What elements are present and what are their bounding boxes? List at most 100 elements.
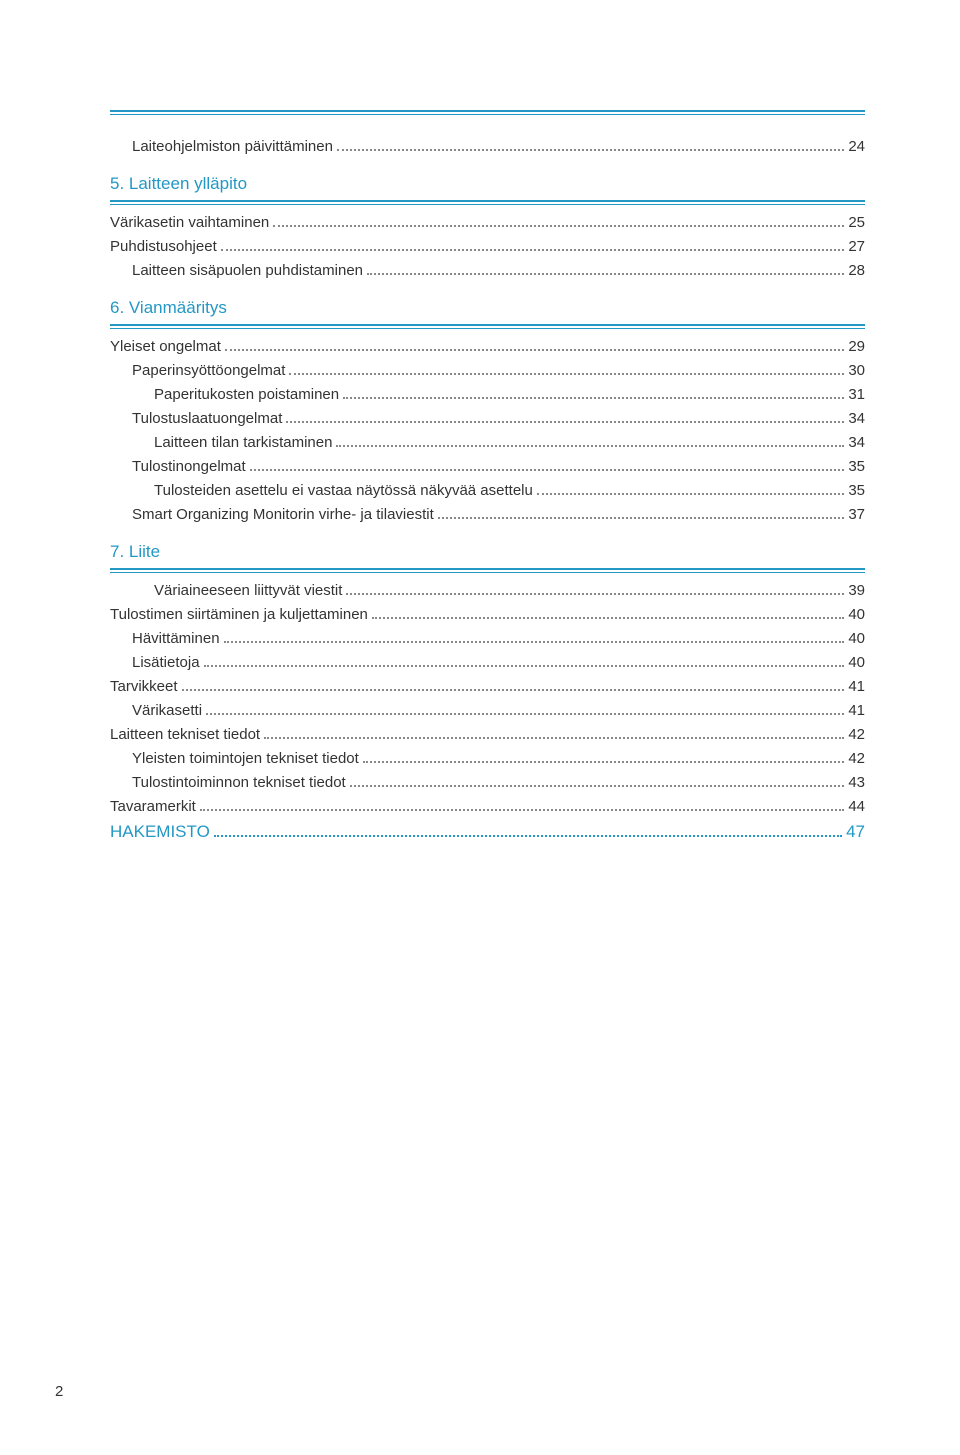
toc-dots: [438, 516, 845, 519]
toc-entry: Paperitukosten poistaminen 31: [110, 387, 865, 402]
toc-entry-label: Laitteen sisäpuolen puhdistaminen: [132, 263, 363, 278]
toc-entry-page: 35: [848, 459, 865, 474]
toc-entry-label: Tavaramerkit: [110, 799, 196, 814]
toc-entry-label: Väriaineeseen liittyvät viestit: [154, 583, 342, 598]
toc-dots: [350, 784, 845, 787]
toc-dots: [337, 148, 844, 151]
toc-entry-page: 40: [848, 631, 865, 646]
toc-dots: [224, 640, 845, 643]
section-rule-thick: [110, 200, 865, 202]
toc-entry-page: 40: [848, 655, 865, 670]
toc-dots: [372, 616, 844, 619]
toc-entry-page: 28: [848, 263, 865, 278]
toc-entry-label: Värikasetin vaihtaminen: [110, 215, 269, 230]
toc-entry-page: 41: [848, 679, 865, 694]
toc-entry-page: 41: [848, 703, 865, 718]
toc-index-entry: HAKEMISTO 47: [110, 823, 865, 840]
page-top-rule-thin: [110, 114, 865, 115]
toc-entry: Värikasetti 41: [110, 703, 865, 718]
toc-entry-label: Paperinsyöttöongelmat: [132, 363, 285, 378]
toc-entry-page: 39: [848, 583, 865, 598]
section-rule-thin: [110, 572, 865, 573]
toc-dots: [182, 688, 845, 691]
toc-entry: Puhdistusohjeet 27: [110, 239, 865, 254]
toc-dots: [537, 492, 844, 495]
toc-entry-page: 47: [846, 823, 865, 840]
section-rule-thick: [110, 568, 865, 570]
toc-section-heading-7: 7. Liite: [110, 542, 865, 562]
toc-entry: Yleiset ongelmat 29: [110, 339, 865, 354]
toc-entry-label: Tulostintoiminnon tekniset tiedot: [132, 775, 346, 790]
toc-dots: [286, 420, 844, 423]
toc-dots: [273, 224, 844, 227]
toc-dots: [221, 248, 845, 251]
toc-dots: [264, 736, 844, 739]
toc-entry-label: Laitteen tilan tarkistaminen: [154, 435, 332, 450]
toc-entry: Laiteohjelmiston päivittäminen 24: [110, 139, 865, 154]
toc-entry: Tulostuslaatuongelmat 34: [110, 411, 865, 426]
toc-dots: [200, 808, 844, 811]
toc-entry-label: Tulostimen siirtäminen ja kuljettaminen: [110, 607, 368, 622]
toc-entry: Laitteen sisäpuolen puhdistaminen 28: [110, 263, 865, 278]
toc-dots: [225, 348, 844, 351]
toc-entry: Tulostimen siirtäminen ja kuljettaminen …: [110, 607, 865, 622]
toc-entry-label: Yleiset ongelmat: [110, 339, 221, 354]
toc-entry-page: 42: [848, 751, 865, 766]
toc-dots: [336, 444, 844, 447]
toc-entry-page: 24: [848, 139, 865, 154]
toc-entry: Lisätietoja 40: [110, 655, 865, 670]
toc-body: Laiteohjelmiston päivittäminen 24 5. Lai…: [110, 139, 865, 840]
page-top-rule-thick: [110, 110, 865, 112]
toc-entry: Tarvikkeet 41: [110, 679, 865, 694]
toc-entry-label: Puhdistusohjeet: [110, 239, 217, 254]
toc-entry-label: Tarvikkeet: [110, 679, 178, 694]
toc-entry: Paperinsyöttöongelmat 30: [110, 363, 865, 378]
toc-entry-label: Yleisten toimintojen tekniset tiedot: [132, 751, 359, 766]
toc-entry: Tulosteiden asettelu ei vastaa näytössä …: [110, 483, 865, 498]
toc-entry-page: 31: [848, 387, 865, 402]
toc-entry-label: Laiteohjelmiston päivittäminen: [132, 139, 333, 154]
toc-entry: Yleisten toimintojen tekniset tiedot 42: [110, 751, 865, 766]
toc-entry-label: Laitteen tekniset tiedot: [110, 727, 260, 742]
toc-entry-page: 34: [848, 435, 865, 450]
toc-entry-label: Lisätietoja: [132, 655, 200, 670]
toc-entry-page: 30: [848, 363, 865, 378]
toc-entry-page: 29: [848, 339, 865, 354]
section-rule-thin: [110, 204, 865, 205]
toc-dots: [250, 468, 845, 471]
toc-dots: [367, 272, 844, 275]
toc-section-heading-6: 6. Vianmääritys: [110, 298, 865, 318]
toc-entry: Smart Organizing Monitorin virhe- ja til…: [110, 507, 865, 522]
section-rule-thick: [110, 324, 865, 326]
toc-dots: [363, 760, 845, 763]
toc-entry-page: 40: [848, 607, 865, 622]
toc-entry-label: Paperitukosten poistaminen: [154, 387, 339, 402]
toc-entry-label: Tulostuslaatuongelmat: [132, 411, 282, 426]
toc-entry: Tulostintoiminnon tekniset tiedot 43: [110, 775, 865, 790]
section-rule-thin: [110, 328, 865, 329]
toc-section-heading-5: 5. Laitteen ylläpito: [110, 174, 865, 194]
toc-entry-page: 25: [848, 215, 865, 230]
toc-entry-label: Tulostinongelmat: [132, 459, 246, 474]
toc-entry-page: 43: [848, 775, 865, 790]
toc-dots: [346, 592, 844, 595]
toc-entry: Tulostinongelmat 35: [110, 459, 865, 474]
toc-entry: Laitteen tekniset tiedot 42: [110, 727, 865, 742]
toc-dots: [206, 712, 844, 715]
toc-entry-label: Smart Organizing Monitorin virhe- ja til…: [132, 507, 434, 522]
toc-entry-label: Hävittäminen: [132, 631, 220, 646]
toc-entry-page: 34: [848, 411, 865, 426]
toc-entry: Hävittäminen 40: [110, 631, 865, 646]
toc-entry-label: HAKEMISTO: [110, 823, 210, 840]
toc-entry: Värikasetin vaihtaminen 25: [110, 215, 865, 230]
toc-dots: [214, 834, 842, 837]
toc-entry-page: 27: [848, 239, 865, 254]
toc-entry-page: 42: [848, 727, 865, 742]
toc-entry-page: 44: [848, 799, 865, 814]
toc-entry: Väriaineeseen liittyvät viestit 39: [110, 583, 865, 598]
toc-entry-label: Tulosteiden asettelu ei vastaa näytössä …: [154, 483, 533, 498]
toc-page: Laiteohjelmiston päivittäminen 24 5. Lai…: [0, 0, 960, 1455]
toc-dots: [289, 372, 844, 375]
toc-entry-page: 35: [848, 483, 865, 498]
page-number: 2: [55, 1383, 63, 1400]
